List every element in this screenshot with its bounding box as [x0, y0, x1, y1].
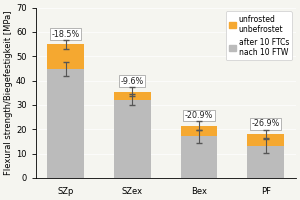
Bar	[181, 126, 218, 136]
Bar	[47, 69, 84, 178]
Bar	[248, 146, 284, 178]
Bar	[248, 134, 284, 146]
Bar	[114, 100, 151, 178]
Text: -20.9%: -20.9%	[185, 111, 213, 120]
Text: -18.5%: -18.5%	[52, 30, 80, 39]
Text: -9.6%: -9.6%	[121, 77, 144, 86]
Bar	[114, 92, 151, 100]
Y-axis label: Flexural strength/Biegefestigkeit [MPa]: Flexural strength/Biegefestigkeit [MPa]	[4, 10, 13, 175]
Bar	[47, 44, 84, 69]
Legend: unfrosted
unbefrostet, after 10 FTCs
nach 10 FTW: unfrosted unbefrostet, after 10 FTCs nac…	[226, 11, 292, 60]
Text: -26.9%: -26.9%	[251, 119, 280, 128]
Bar	[181, 136, 218, 178]
